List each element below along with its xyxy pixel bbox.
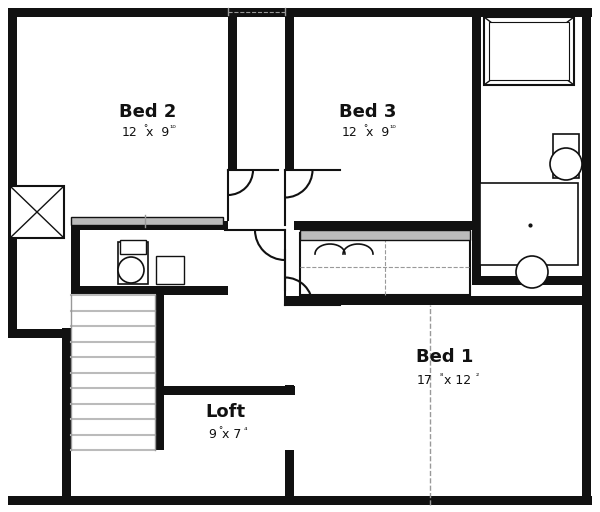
Bar bbox=[285, 221, 481, 230]
Text: ¹⁰: ¹⁰ bbox=[389, 124, 397, 134]
Bar bbox=[155, 295, 164, 450]
Text: 12: 12 bbox=[122, 125, 138, 139]
Bar bbox=[285, 296, 591, 305]
Text: x 7: x 7 bbox=[223, 428, 242, 440]
Bar bbox=[155, 386, 295, 395]
Text: °: ° bbox=[143, 124, 147, 134]
Bar bbox=[8, 8, 592, 17]
Bar bbox=[582, 8, 591, 505]
Bar bbox=[228, 170, 237, 220]
Text: Bed 1: Bed 1 bbox=[416, 348, 473, 366]
Bar bbox=[489, 22, 569, 80]
Bar bbox=[156, 256, 184, 284]
Bar bbox=[285, 385, 294, 505]
Bar bbox=[472, 276, 591, 285]
Bar bbox=[8, 329, 70, 338]
Bar bbox=[300, 230, 470, 240]
Bar bbox=[484, 17, 574, 85]
Circle shape bbox=[550, 148, 582, 180]
Circle shape bbox=[118, 257, 144, 283]
Text: 17: 17 bbox=[417, 373, 433, 387]
Bar bbox=[71, 286, 228, 295]
Bar bbox=[120, 240, 146, 254]
Bar bbox=[480, 183, 578, 265]
Text: Bed 2: Bed 2 bbox=[119, 103, 176, 121]
Bar bbox=[472, 8, 481, 280]
Bar bbox=[553, 134, 579, 178]
Bar bbox=[300, 233, 470, 295]
Text: ¹⁰: ¹⁰ bbox=[170, 124, 176, 134]
Bar bbox=[71, 221, 228, 230]
Text: °: ° bbox=[218, 426, 222, 436]
Bar bbox=[8, 8, 17, 330]
Text: Bed 3: Bed 3 bbox=[340, 103, 397, 121]
Bar bbox=[71, 217, 223, 225]
Text: 9: 9 bbox=[208, 428, 216, 440]
Text: x 12: x 12 bbox=[445, 373, 472, 387]
Text: ⁸: ⁸ bbox=[439, 373, 443, 381]
Text: ⁴: ⁴ bbox=[243, 426, 247, 436]
Bar bbox=[285, 395, 294, 450]
Bar bbox=[71, 220, 80, 295]
Bar bbox=[118, 242, 148, 284]
Bar bbox=[10, 186, 64, 238]
Bar bbox=[8, 496, 592, 505]
Bar bbox=[285, 8, 294, 170]
Text: x  9: x 9 bbox=[146, 125, 170, 139]
Text: °: ° bbox=[363, 124, 367, 134]
Bar bbox=[62, 328, 71, 505]
Text: Loft: Loft bbox=[205, 403, 245, 421]
Bar bbox=[285, 170, 294, 230]
Text: ²: ² bbox=[475, 373, 479, 381]
Text: x  9: x 9 bbox=[367, 125, 389, 139]
Bar bbox=[228, 8, 237, 220]
Circle shape bbox=[516, 256, 548, 288]
Text: 12: 12 bbox=[342, 125, 358, 139]
